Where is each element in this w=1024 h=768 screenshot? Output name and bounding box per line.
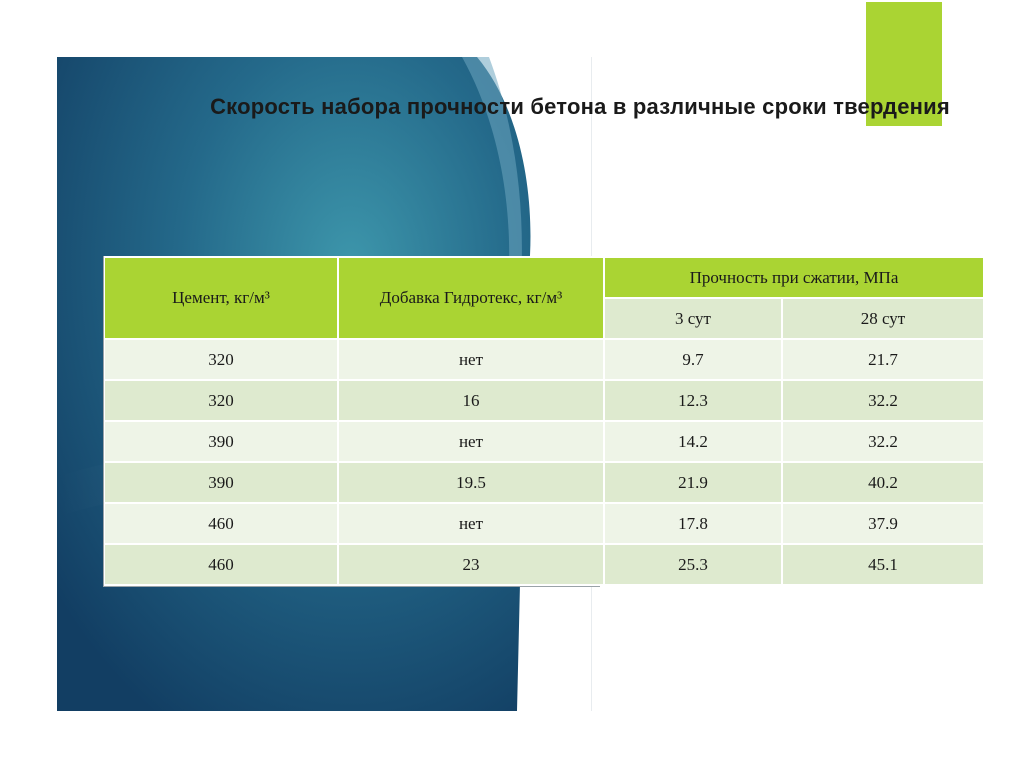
cell-3-days: 12.3	[603, 379, 783, 422]
cell-additive: нет	[337, 338, 605, 381]
table-bottom-border	[103, 586, 600, 587]
cell-3-days: 9.7	[603, 338, 783, 381]
table-left-border	[103, 256, 104, 586]
cell-3-days: 14.2	[603, 420, 783, 463]
strength-table: Цемент, кг/м³ Добавка Гидротекс, кг/м³ П…	[103, 256, 985, 586]
cell-cement: 460	[103, 502, 339, 545]
table-header-row: Цемент, кг/м³ Добавка Гидротекс, кг/м³ П…	[103, 256, 985, 340]
cell-cement: 320	[103, 379, 339, 422]
cell-28-days: 45.1	[781, 543, 985, 586]
cell-28-days: 40.2	[781, 461, 985, 504]
cell-cement: 390	[103, 461, 339, 504]
cell-28-days: 32.2	[781, 379, 985, 422]
table-row: 460 нет 17.8 37.9	[103, 502, 985, 545]
cell-cement: 460	[103, 543, 339, 586]
cell-additive: нет	[337, 502, 605, 545]
cell-3-days: 25.3	[603, 543, 783, 586]
header-28-days: 28 сут	[781, 297, 985, 340]
table-row: 390 нет 14.2 32.2	[103, 420, 985, 463]
table-row: 390 19.5 21.9 40.2	[103, 461, 985, 504]
cell-additive: 16	[337, 379, 605, 422]
header-additive: Добавка Гидротекс, кг/м³	[337, 256, 605, 340]
cell-28-days: 32.2	[781, 420, 985, 463]
header-cement: Цемент, кг/м³	[103, 256, 339, 340]
green-accent-bar	[866, 2, 942, 126]
cell-3-days: 17.8	[603, 502, 783, 545]
table-row: 320 16 12.3 32.2	[103, 379, 985, 422]
cell-cement: 320	[103, 338, 339, 381]
cell-28-days: 37.9	[781, 502, 985, 545]
header-3-days: 3 сут	[603, 297, 783, 340]
cell-additive: 19.5	[337, 461, 605, 504]
table-row: 460 23 25.3 45.1	[103, 543, 985, 586]
cell-cement: 390	[103, 420, 339, 463]
cell-additive: 23	[337, 543, 605, 586]
cell-28-days: 21.7	[781, 338, 985, 381]
table-row: 320 нет 9.7 21.7	[103, 338, 985, 381]
cell-3-days: 21.9	[603, 461, 783, 504]
header-strength: Прочность при сжатии, МПа	[603, 256, 985, 299]
slide-title: Скорость набора прочности бетона в разли…	[210, 94, 950, 119]
table-subheader-row: 3 сут 28 сут	[104, 297, 985, 340]
cell-additive: нет	[337, 420, 605, 463]
